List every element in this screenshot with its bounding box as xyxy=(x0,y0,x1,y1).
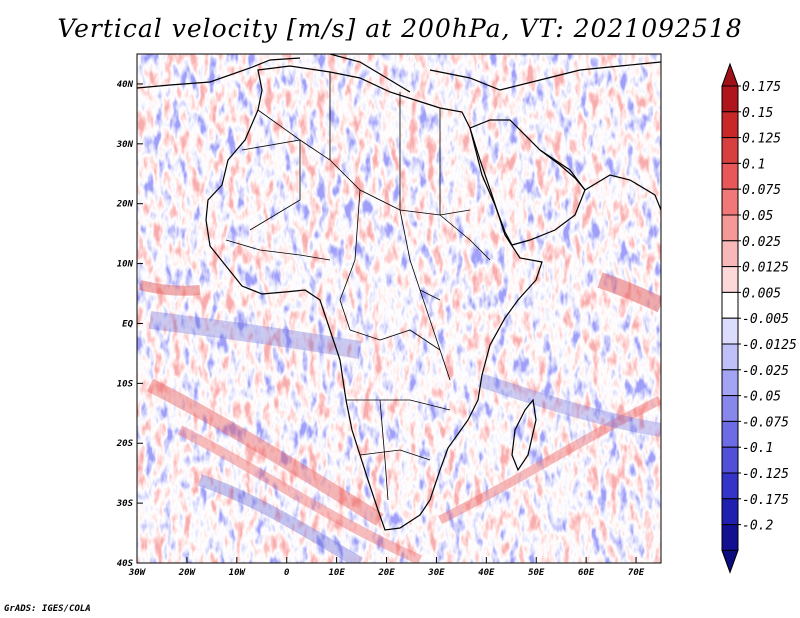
colorbar-label: -0.0125 xyxy=(742,338,797,353)
y-tick-label: 30N xyxy=(116,140,134,150)
colorbar-swatch xyxy=(721,498,739,526)
colorbar-label: 0.175 xyxy=(742,80,781,95)
colorbar-swatch xyxy=(721,291,739,319)
europe-coastline xyxy=(137,54,661,93)
asia-coastline xyxy=(584,174,661,211)
colorbar-label: 0.05 xyxy=(742,209,773,224)
coastlines xyxy=(137,54,661,531)
colorbar-label: 0.0125 xyxy=(742,261,789,276)
colorbar-label: 0.15 xyxy=(742,106,773,121)
x-tick-label: 0 xyxy=(284,568,290,578)
colorbar-label: -0.005 xyxy=(742,312,789,327)
colorbar-swatch xyxy=(721,524,739,551)
x-tick-label: 30W xyxy=(128,568,147,578)
colorbar-label: -0.2 xyxy=(742,519,773,534)
updraft-bands xyxy=(138,272,661,563)
colorbar-swatch xyxy=(721,85,739,113)
colorbar-swatch xyxy=(721,369,739,397)
x-tick-label: 20W xyxy=(178,568,197,578)
colorbar-label: -0.05 xyxy=(742,390,781,405)
map-frame xyxy=(136,53,662,564)
colorbar-label: 0.125 xyxy=(742,132,781,147)
madagascar-coastline xyxy=(511,398,537,472)
colorbar-label: -0.1 xyxy=(742,441,773,456)
x-tick-label: 70E xyxy=(628,568,645,578)
y-tick-label: EQ xyxy=(122,319,133,329)
colorbar-swatch xyxy=(721,472,739,500)
downdraft-bands xyxy=(148,311,661,563)
colorbar-swatch xyxy=(721,188,739,216)
colorbar-swatch xyxy=(721,111,739,139)
colorbar-swatch xyxy=(721,240,739,268)
colorbar-swatch xyxy=(721,343,739,371)
x-tick-label: 10E xyxy=(328,568,345,578)
colorbar-swatch xyxy=(721,395,739,422)
colorbar-label: -0.125 xyxy=(742,467,789,482)
y-tick-label: 30S xyxy=(116,499,134,509)
x-tick-label: 30E xyxy=(427,568,445,578)
y-tick-label: 20N xyxy=(116,200,134,210)
persian-gulf xyxy=(539,149,586,191)
colorbar-swatch xyxy=(721,266,739,293)
colorbar-label: -0.175 xyxy=(742,493,789,508)
colorbar-top-arrow xyxy=(721,62,739,87)
arabia-coastline xyxy=(469,119,586,246)
colorbar: 0.175 0.15 0.125 0.1 0.075 0.05 0.025 0.0125 0.0… xyxy=(721,62,797,574)
y-tick-label: 40N xyxy=(117,80,134,90)
colorbar-label: 0.075 xyxy=(742,183,781,198)
colorbar-swatch xyxy=(721,137,739,164)
credit-text: GrADS: IGES/COLA xyxy=(4,604,91,614)
country-borders xyxy=(225,72,491,501)
colorbar-label: 0.005 xyxy=(742,286,781,301)
y-axis: 40N 30N 20N 10N EQ 10S 20S 30S 40S xyxy=(116,80,143,569)
x-tick-label: 10W xyxy=(229,568,247,578)
colorbar-label: 0.1 xyxy=(742,157,765,172)
colorbar-label: 0.025 xyxy=(742,235,781,250)
x-axis: 30W 20W 10W 0 10E 20E 30E 40E 50E 60E 70E xyxy=(128,557,645,578)
y-tick-label: 10N xyxy=(117,260,134,270)
colorbar-swatch xyxy=(721,214,739,242)
colorbar-swatch xyxy=(721,446,739,474)
colorbar-swatch xyxy=(721,317,739,345)
x-tick-label: 20E xyxy=(377,568,395,578)
colorbar-bottom-arrow xyxy=(721,549,739,574)
colorbar-swatch xyxy=(721,420,739,448)
y-tick-label: 40S xyxy=(117,559,134,569)
x-tick-label: 50E xyxy=(528,568,545,578)
x-tick-label: 60E xyxy=(578,568,595,578)
colorbar-swatch xyxy=(721,162,739,190)
x-tick-label: 40E xyxy=(478,568,495,578)
colorbar-label: -0.025 xyxy=(742,364,789,379)
colorbar-label: -0.075 xyxy=(742,415,789,430)
chart-title: Vertical velocity [m/s] at 200hPa, VT: 2… xyxy=(57,14,743,43)
velocity-field xyxy=(137,54,661,563)
y-tick-label: 20S xyxy=(116,439,134,449)
y-tick-label: 10S xyxy=(117,379,134,389)
